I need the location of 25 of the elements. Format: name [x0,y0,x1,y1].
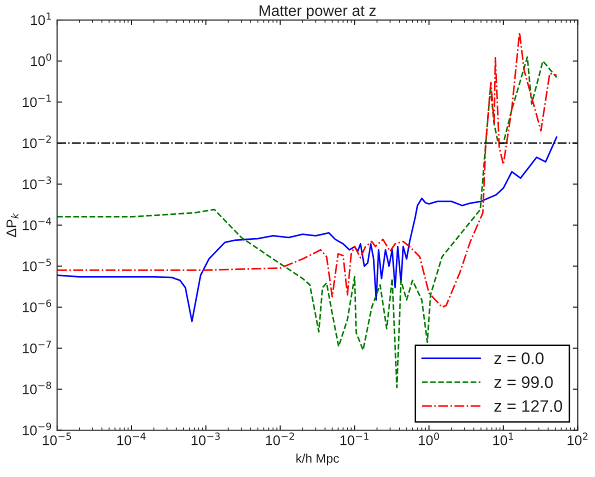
x-tick-label: 10$^{−1}$ [340,432,368,446]
y-tick-label: 10$^{−9}$ [22,422,52,436]
y-tick-label: 10$^{−7}$ [22,340,51,354]
y-tick-label: 10$^{1}$ [31,12,51,26]
y-tick-label: 10$^{−2}$ [22,135,51,148]
legend-label: z = 127.0 [494,400,562,412]
y-tick-label: 10$^{−6}$ [22,300,52,312]
x-tick-label: 10$^{2}$ [568,432,588,446]
x-tick-label: 10$^{−5}$ [42,432,71,446]
legend-label: z = 99.0 [494,376,553,388]
y-tick-label: 10$^{−8}$ [22,382,52,394]
x-tick-label: 10$^{0}$ [418,432,440,446]
legend-label: z = 0.0 [494,352,544,364]
y-tick-label: 10$^{0}$ [31,53,52,66]
y-tick-label: 10$^{−1}$ [22,94,51,108]
y-tick-label: 10$^{−3}$ [22,176,51,190]
y-tick-label: 10$^{−4}$ [22,218,52,230]
x-tick-label: 10$^{−3}$ [192,432,220,446]
chart-title: Matter power at z [260,5,376,20]
x-axis-title: k/h Mpc [296,454,339,466]
y-tick-label: 10$^{−5}$ [22,258,51,272]
x-tick-label: 10$^{1}$ [493,432,514,446]
x-tick-label: 10$^{−4}$ [117,432,146,446]
y-axis-title: ΔP$_{k}$ [6,212,18,238]
x-tick-label: 10$^{−2}$ [266,432,294,446]
